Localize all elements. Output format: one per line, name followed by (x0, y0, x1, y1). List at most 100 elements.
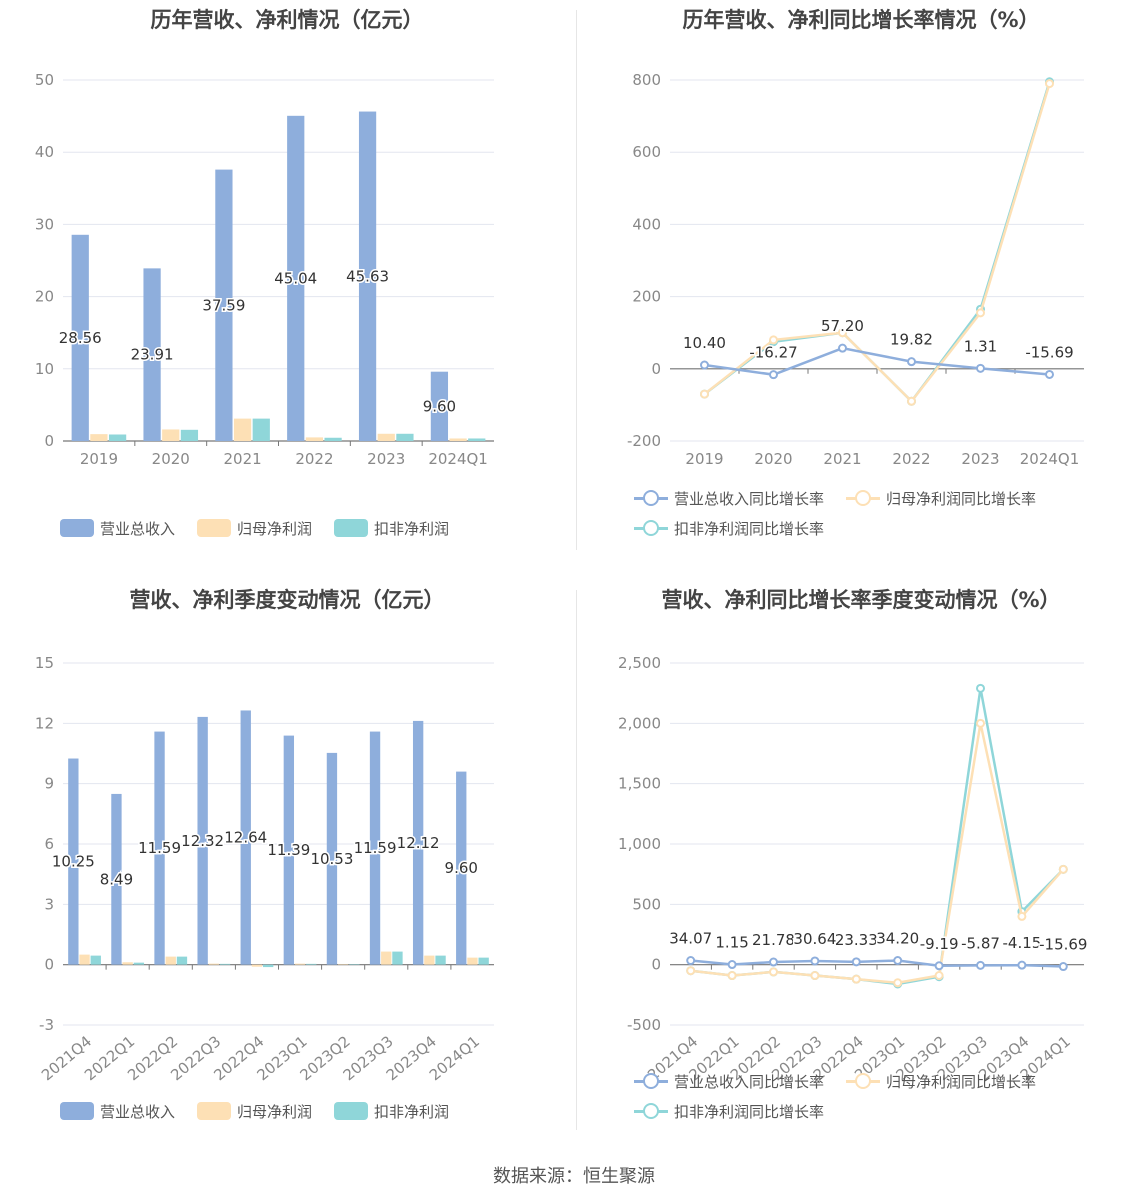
y-tick-label: 200 (632, 288, 661, 306)
x-tick-label: 2019 (80, 450, 118, 468)
data-label: 37.59 (202, 296, 245, 314)
y-tick-label: 50 (35, 71, 54, 89)
legend-item-net-profit[interactable]: 归母净利润 (197, 513, 312, 543)
x-tick-label: 2022 (295, 450, 333, 468)
legend-label: 扣非净利润 (374, 1102, 450, 1121)
data-label: 12.32 (181, 832, 224, 850)
x-tick-label: 2024Q1 (428, 450, 488, 468)
legend-item-net-profit-growth[interactable]: 归母净利润同比增长率 (846, 1066, 1036, 1096)
y-tick-label: 400 (632, 215, 661, 233)
legend-item-net-profit-growth[interactable]: 归母净利润同比增长率 (846, 483, 1036, 513)
panel-annual-growth: 历年营收、净利同比增长率情况（%） -200 0 200 400 600 800 2019 2… (574, 0, 1148, 560)
bar (435, 955, 446, 965)
y-tick-label: 0 (44, 956, 54, 974)
legend: 营业总收入 归母净利润 扣非净利润 (60, 1096, 564, 1126)
data-label: -16.27 (749, 344, 797, 362)
bar (467, 957, 478, 965)
bar (306, 963, 317, 965)
data-point (810, 971, 820, 981)
bar (108, 434, 127, 441)
legend-label: 归母净利润 (237, 1102, 313, 1121)
legend-swatch (197, 519, 232, 537)
data-point (934, 971, 944, 981)
bar (294, 963, 306, 965)
legend-label: 营业总收入 (100, 519, 176, 538)
legend-item-deducted-profit[interactable]: 扣非净利润 (334, 513, 449, 543)
data-label: 10.25 (52, 853, 95, 871)
bar (449, 438, 467, 441)
bar (90, 434, 108, 441)
y-tick-label: 1,000 (618, 835, 661, 853)
data-source: 数据来源：恒生聚源 (493, 1166, 655, 1187)
legend-item-deducted-profit-growth[interactable]: 扣非净利润同比增长率 (634, 513, 824, 543)
legend-item-net-profit[interactable]: 归母净利润 (197, 1096, 312, 1126)
data-label: -5.87 (961, 934, 1000, 952)
bar (215, 169, 233, 441)
bar (219, 963, 231, 965)
bar (305, 437, 324, 441)
y-tick-label: 2,500 (618, 654, 661, 672)
legend-item-revenue-growth[interactable]: 营业总收入同比增长率 (634, 483, 824, 513)
legend-swatch (60, 519, 94, 537)
legend-swatch (634, 1102, 668, 1120)
y-tick-label: 10 (35, 360, 54, 378)
bar (412, 720, 424, 965)
legend-label: 营业总收入同比增长率 (674, 489, 825, 508)
data-point (893, 956, 903, 966)
divider-bottom (576, 590, 577, 1130)
y-tick-label: 0 (651, 956, 661, 974)
panel-annual-amount: 历年营收、净利情况（亿元） 0 10 20 30 40 50 2019 2020 2021 202… (0, 0, 574, 560)
data-label: 23.33 (835, 931, 878, 949)
data-point (893, 978, 903, 988)
legend-swatch (334, 519, 369, 537)
series-line (704, 346, 1050, 376)
y-tick-label: -3 (39, 1016, 54, 1034)
series-line (690, 959, 1064, 968)
data-point (727, 960, 737, 970)
panel-quarterly-growth: 营收、净利同比增长率季度变动情况（%） -500 0 500 1,000 1,500 2,… (574, 580, 1148, 1140)
chart-title: 营收、净利同比增长率季度变动情况（%） (661, 588, 1061, 612)
y-tick-label: 800 (632, 71, 661, 89)
legend-swatch (334, 1102, 369, 1120)
data-point (769, 370, 778, 380)
bar (358, 111, 377, 442)
data-point (686, 966, 696, 976)
data-point (1045, 79, 1054, 89)
chart-annual-growth: -200 0 200 400 600 800 2019 2020 2021 2022 2023 202… (627, 71, 1084, 468)
legend-item-revenue[interactable]: 营业总收入 (60, 1096, 175, 1126)
chart-quarterly-growth: -50005001,0001,5002,0002,5002021Q42022Q1… (618, 654, 1089, 1084)
bar (176, 956, 188, 965)
legend-swatch (634, 1072, 668, 1090)
bar (251, 964, 263, 967)
data-point (907, 396, 916, 406)
legend-item-deducted-profit[interactable]: 扣非净利润 (334, 1096, 449, 1126)
data-point (769, 957, 778, 967)
y-tick-label: 500 (632, 895, 661, 913)
y-tick-label: 20 (35, 288, 54, 306)
bar (208, 963, 220, 965)
legend-item-deducted-profit-growth[interactable]: 扣非净利润同比增长率 (634, 1096, 824, 1126)
legend-label: 归母净利润同比增长率 (886, 1072, 1037, 1091)
bar (133, 962, 145, 965)
data-label: 28.56 (59, 329, 102, 347)
bar (283, 735, 295, 965)
bar (381, 951, 392, 965)
legend-swatch (60, 1102, 94, 1120)
legend-item-revenue[interactable]: 营业总收入 (60, 513, 175, 543)
x-tick-label: 2023 (961, 450, 999, 468)
bar (111, 793, 122, 965)
data-label: 11.59 (138, 839, 181, 857)
bar (162, 429, 180, 441)
legend: 营业总收入同比增长率 归母净利润同比增长率 扣非净利润同比增长率 (634, 1066, 1138, 1126)
bar (71, 234, 89, 441)
bar (396, 433, 414, 441)
divider-top (576, 10, 577, 550)
chart-title: 营收、净利季度变动情况（亿元） (129, 588, 445, 612)
data-point (838, 343, 847, 353)
y-tick-label: -200 (627, 432, 661, 450)
data-label: -9.19 (920, 935, 959, 953)
bar (369, 731, 381, 965)
legend-item-revenue-growth[interactable]: 营业总收入同比增长率 (634, 1066, 824, 1096)
data-label: 1.15 (715, 934, 748, 952)
y-tick-label: 9 (44, 775, 54, 793)
